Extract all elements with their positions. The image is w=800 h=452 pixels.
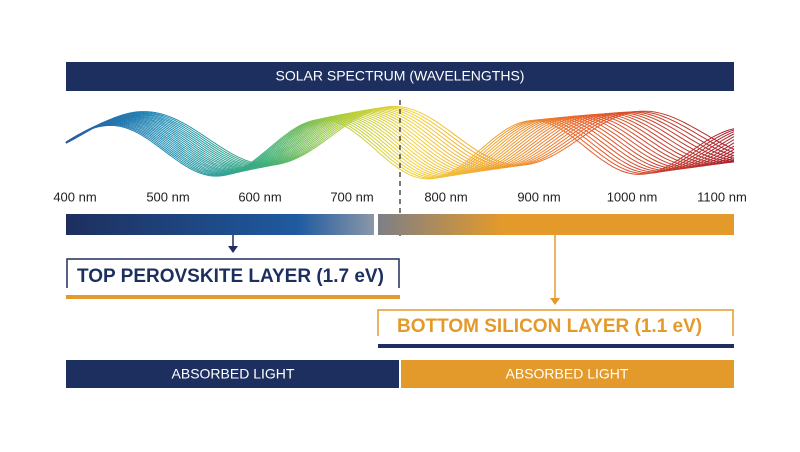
wavelength-label: 600 nm xyxy=(238,189,281,204)
wave-line xyxy=(65,117,735,178)
top-footer-bar xyxy=(66,360,399,388)
wave-line xyxy=(65,115,735,177)
wave-line xyxy=(65,108,735,170)
top-footer-label: ABSORBED LIGHT xyxy=(172,366,295,382)
bottom-bracket xyxy=(377,309,734,336)
top-underline xyxy=(66,295,400,299)
wavelength-labels: 400 nm 500 nm 600 nm 700 nm 800 nm 900 nm 1000… xyxy=(53,189,747,204)
waves xyxy=(65,105,735,180)
top-layer-label: TOP PEROVSKITE LAYER (1.7 eV) xyxy=(77,266,384,287)
wave-line xyxy=(65,113,735,175)
bottom-footer-bar xyxy=(401,360,734,388)
wave-line xyxy=(65,118,735,180)
top-spectrum-bar xyxy=(66,214,374,235)
wavelength-label: 400 nm xyxy=(53,189,96,204)
arrow-head xyxy=(550,298,560,305)
wavelength-label: 700 nm xyxy=(330,189,373,204)
bottom-footer-label: ABSORBED LIGHT xyxy=(506,366,629,382)
header-title: SOLAR SPECTRUM (WAVELENGTHS) xyxy=(276,68,525,84)
header-bar xyxy=(66,62,734,91)
top-bracket xyxy=(66,258,400,288)
wave-line xyxy=(65,105,735,166)
wavelength-label: 900 nm xyxy=(517,189,560,204)
bottom-underline xyxy=(378,344,734,348)
wavelength-label: 1100 nm xyxy=(697,189,747,204)
bottom-layer-label: BOTTOM SILICON LAYER (1.1 eV) xyxy=(397,316,702,337)
wave-line xyxy=(65,112,735,174)
bottom-spectrum-bar xyxy=(378,214,734,235)
wavelength-label: 1000 nm xyxy=(607,189,658,204)
wave-line xyxy=(65,110,735,172)
arrow-head xyxy=(228,246,238,253)
wavelength-label: 800 nm xyxy=(424,189,467,204)
wavelength-label: 500 nm xyxy=(146,189,189,204)
